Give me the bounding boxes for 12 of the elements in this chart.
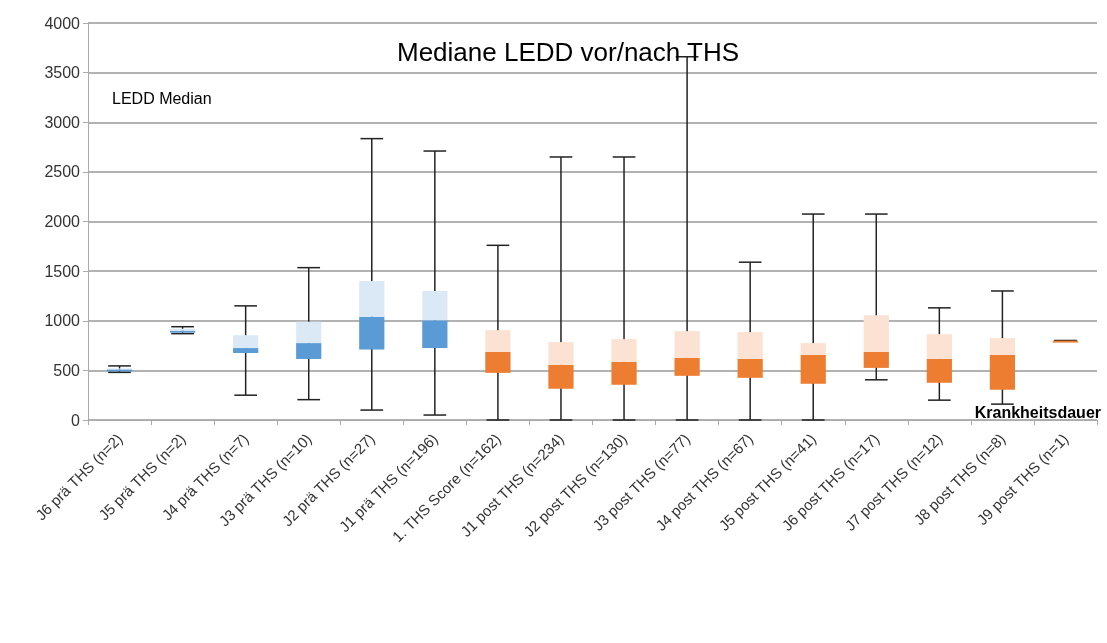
y-axis-title: LEDD Median <box>112 89 212 107</box>
y-tick-label: 1500 <box>44 262 81 280</box>
x-axis-title: Krankheitsdauer <box>974 403 1101 421</box>
y-tick-label: 500 <box>53 361 81 379</box>
y-tick-label: 2500 <box>44 163 81 181</box>
y-tick-label: 2000 <box>44 213 81 230</box>
y-tick-label: 1000 <box>44 312 81 330</box>
y-tick-label: 0 <box>71 411 81 429</box>
y-tick-label: 3000 <box>44 113 81 131</box>
y-tick-label: 4000 <box>44 14 81 32</box>
text: Mediane LEDD vor/nach THS <box>396 37 740 67</box>
y-tick-label: 3500 <box>44 64 81 82</box>
